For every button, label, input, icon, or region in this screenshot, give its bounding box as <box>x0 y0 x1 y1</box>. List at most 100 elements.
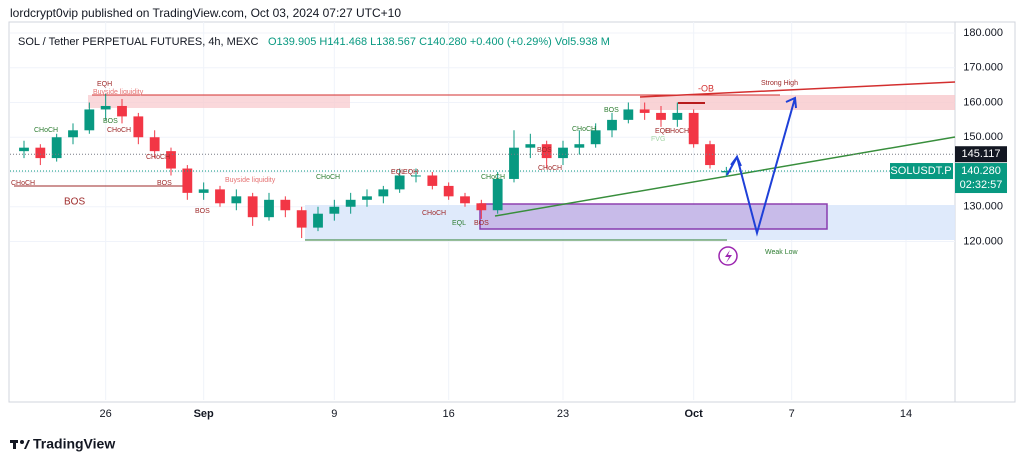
candle-body <box>558 147 568 159</box>
candle-body <box>100 105 111 110</box>
last-price-box <box>955 163 1007 194</box>
footer-brand: TradingView <box>33 436 115 452</box>
candle-body <box>296 210 307 228</box>
symbol-title: SOL / Tether PERPETUAL FUTURES, 4h, MEXC <box>18 36 258 48</box>
logo-mark <box>20 440 24 444</box>
x-tick-label: 7 <box>789 408 795 420</box>
annotation: CHoCH <box>572 126 596 133</box>
annotation: BOS <box>474 220 489 227</box>
plot <box>10 93 955 239</box>
candle-body <box>329 206 340 214</box>
supply-zone <box>88 95 350 108</box>
annotation: CHoCH <box>665 128 689 135</box>
candle-body <box>492 178 503 211</box>
annotation: BOS <box>537 147 552 154</box>
y-tick-label: 160.000 <box>963 96 1003 108</box>
candle-body <box>35 147 46 159</box>
annotation: EQH <box>655 128 670 135</box>
annotation: Buyside liquidity <box>225 177 276 184</box>
candle-body <box>541 144 552 159</box>
annotation: CHoCH <box>34 127 58 134</box>
y-tick-label: 150.000 <box>963 131 1003 143</box>
annotation: CHoCH <box>11 180 35 187</box>
order-block <box>479 203 828 230</box>
last-price-label: 140.280 <box>961 165 1001 177</box>
candle-body <box>721 171 732 173</box>
supply-zone <box>640 95 955 110</box>
candle-body <box>460 196 470 204</box>
annotations: EQH Buyside liquidity CHoCH CHoCH BOS CH… <box>11 80 798 256</box>
alert-icon <box>718 246 738 266</box>
countdown-label: 02:32:57 <box>960 179 1003 191</box>
annotation: CHoCH <box>538 165 562 172</box>
candle-body <box>84 109 95 131</box>
candle-body <box>574 144 585 148</box>
candle-body <box>476 203 487 211</box>
candle-body <box>19 147 29 152</box>
annotation: Strong High <box>761 80 798 87</box>
x-tick-label: Sep <box>194 408 214 420</box>
logo-mark <box>13 440 16 449</box>
candle-body <box>345 199 356 207</box>
candle-body <box>378 189 389 197</box>
arrow-head <box>730 155 742 167</box>
footer-logo <box>10 440 30 449</box>
candle-body <box>215 189 225 204</box>
alert-icon <box>725 250 732 263</box>
annotation: FVG <box>651 136 665 143</box>
candle-body <box>182 168 193 193</box>
x-tick-label: Oct <box>684 408 703 420</box>
candle-body <box>411 175 421 177</box>
x-tick-label: 16 <box>443 408 455 420</box>
candle-body <box>149 137 160 152</box>
arrow-head <box>785 96 797 109</box>
symbol-box <box>890 163 953 180</box>
candle-body <box>231 196 242 204</box>
candle-body <box>639 109 650 113</box>
marker-price-box <box>955 146 1007 163</box>
candle-body <box>198 189 209 193</box>
annotation: CHoCH <box>146 154 170 161</box>
annotation: CHoCH <box>316 174 340 181</box>
candle-body <box>133 116 144 138</box>
candle-body <box>427 175 438 186</box>
candle-body <box>525 144 536 148</box>
symbol-label: SOLUSDT.P <box>890 165 951 177</box>
candle-body <box>362 196 372 200</box>
candle-body <box>313 213 323 228</box>
annotation: EQH <box>403 169 418 176</box>
axis: 120.000130.000140.000150.000160.000170.0… <box>100 27 1007 420</box>
annotation: BOS <box>604 107 619 114</box>
candle-body <box>280 199 291 211</box>
x-tick-label: 14 <box>900 408 912 420</box>
candle-body <box>623 109 634 120</box>
ohlc-summary: O139.905 H141.468 L138.567 C140.280 +0.4… <box>268 36 610 48</box>
x-tick-label: 23 <box>557 408 569 420</box>
x-tick-label: 9 <box>331 408 337 420</box>
annotation: Buyside liquidity <box>93 89 144 96</box>
y-tick-label: 130.000 <box>963 201 1003 213</box>
annotation: Weak Low <box>765 249 798 256</box>
publisher-line: lordcrypt0vip published on TradingView.c… <box>10 6 401 20</box>
annotation: EQL <box>452 220 466 227</box>
candle-body <box>656 112 666 120</box>
annotation: CHoCH <box>422 210 446 217</box>
y-tick-label: 120.000 <box>963 235 1003 247</box>
annotation: EQL <box>391 169 405 176</box>
projection-path <box>726 97 796 237</box>
annotation: BOS <box>157 180 172 187</box>
trend-line <box>494 136 956 217</box>
candle-body <box>672 112 683 120</box>
candle-body <box>443 185 454 197</box>
marker-price-label: 145.117 <box>962 148 1001 160</box>
candle-body <box>264 199 274 218</box>
candle-body <box>51 137 62 159</box>
candle-body <box>590 130 601 145</box>
chart-frame <box>8 21 1016 403</box>
y-tick-label: 180.000 <box>963 27 1003 39</box>
logo-mark <box>24 440 30 449</box>
candle-body <box>166 151 176 169</box>
annotation: EQH <box>97 81 112 88</box>
x-tick-label: 26 <box>100 408 112 420</box>
